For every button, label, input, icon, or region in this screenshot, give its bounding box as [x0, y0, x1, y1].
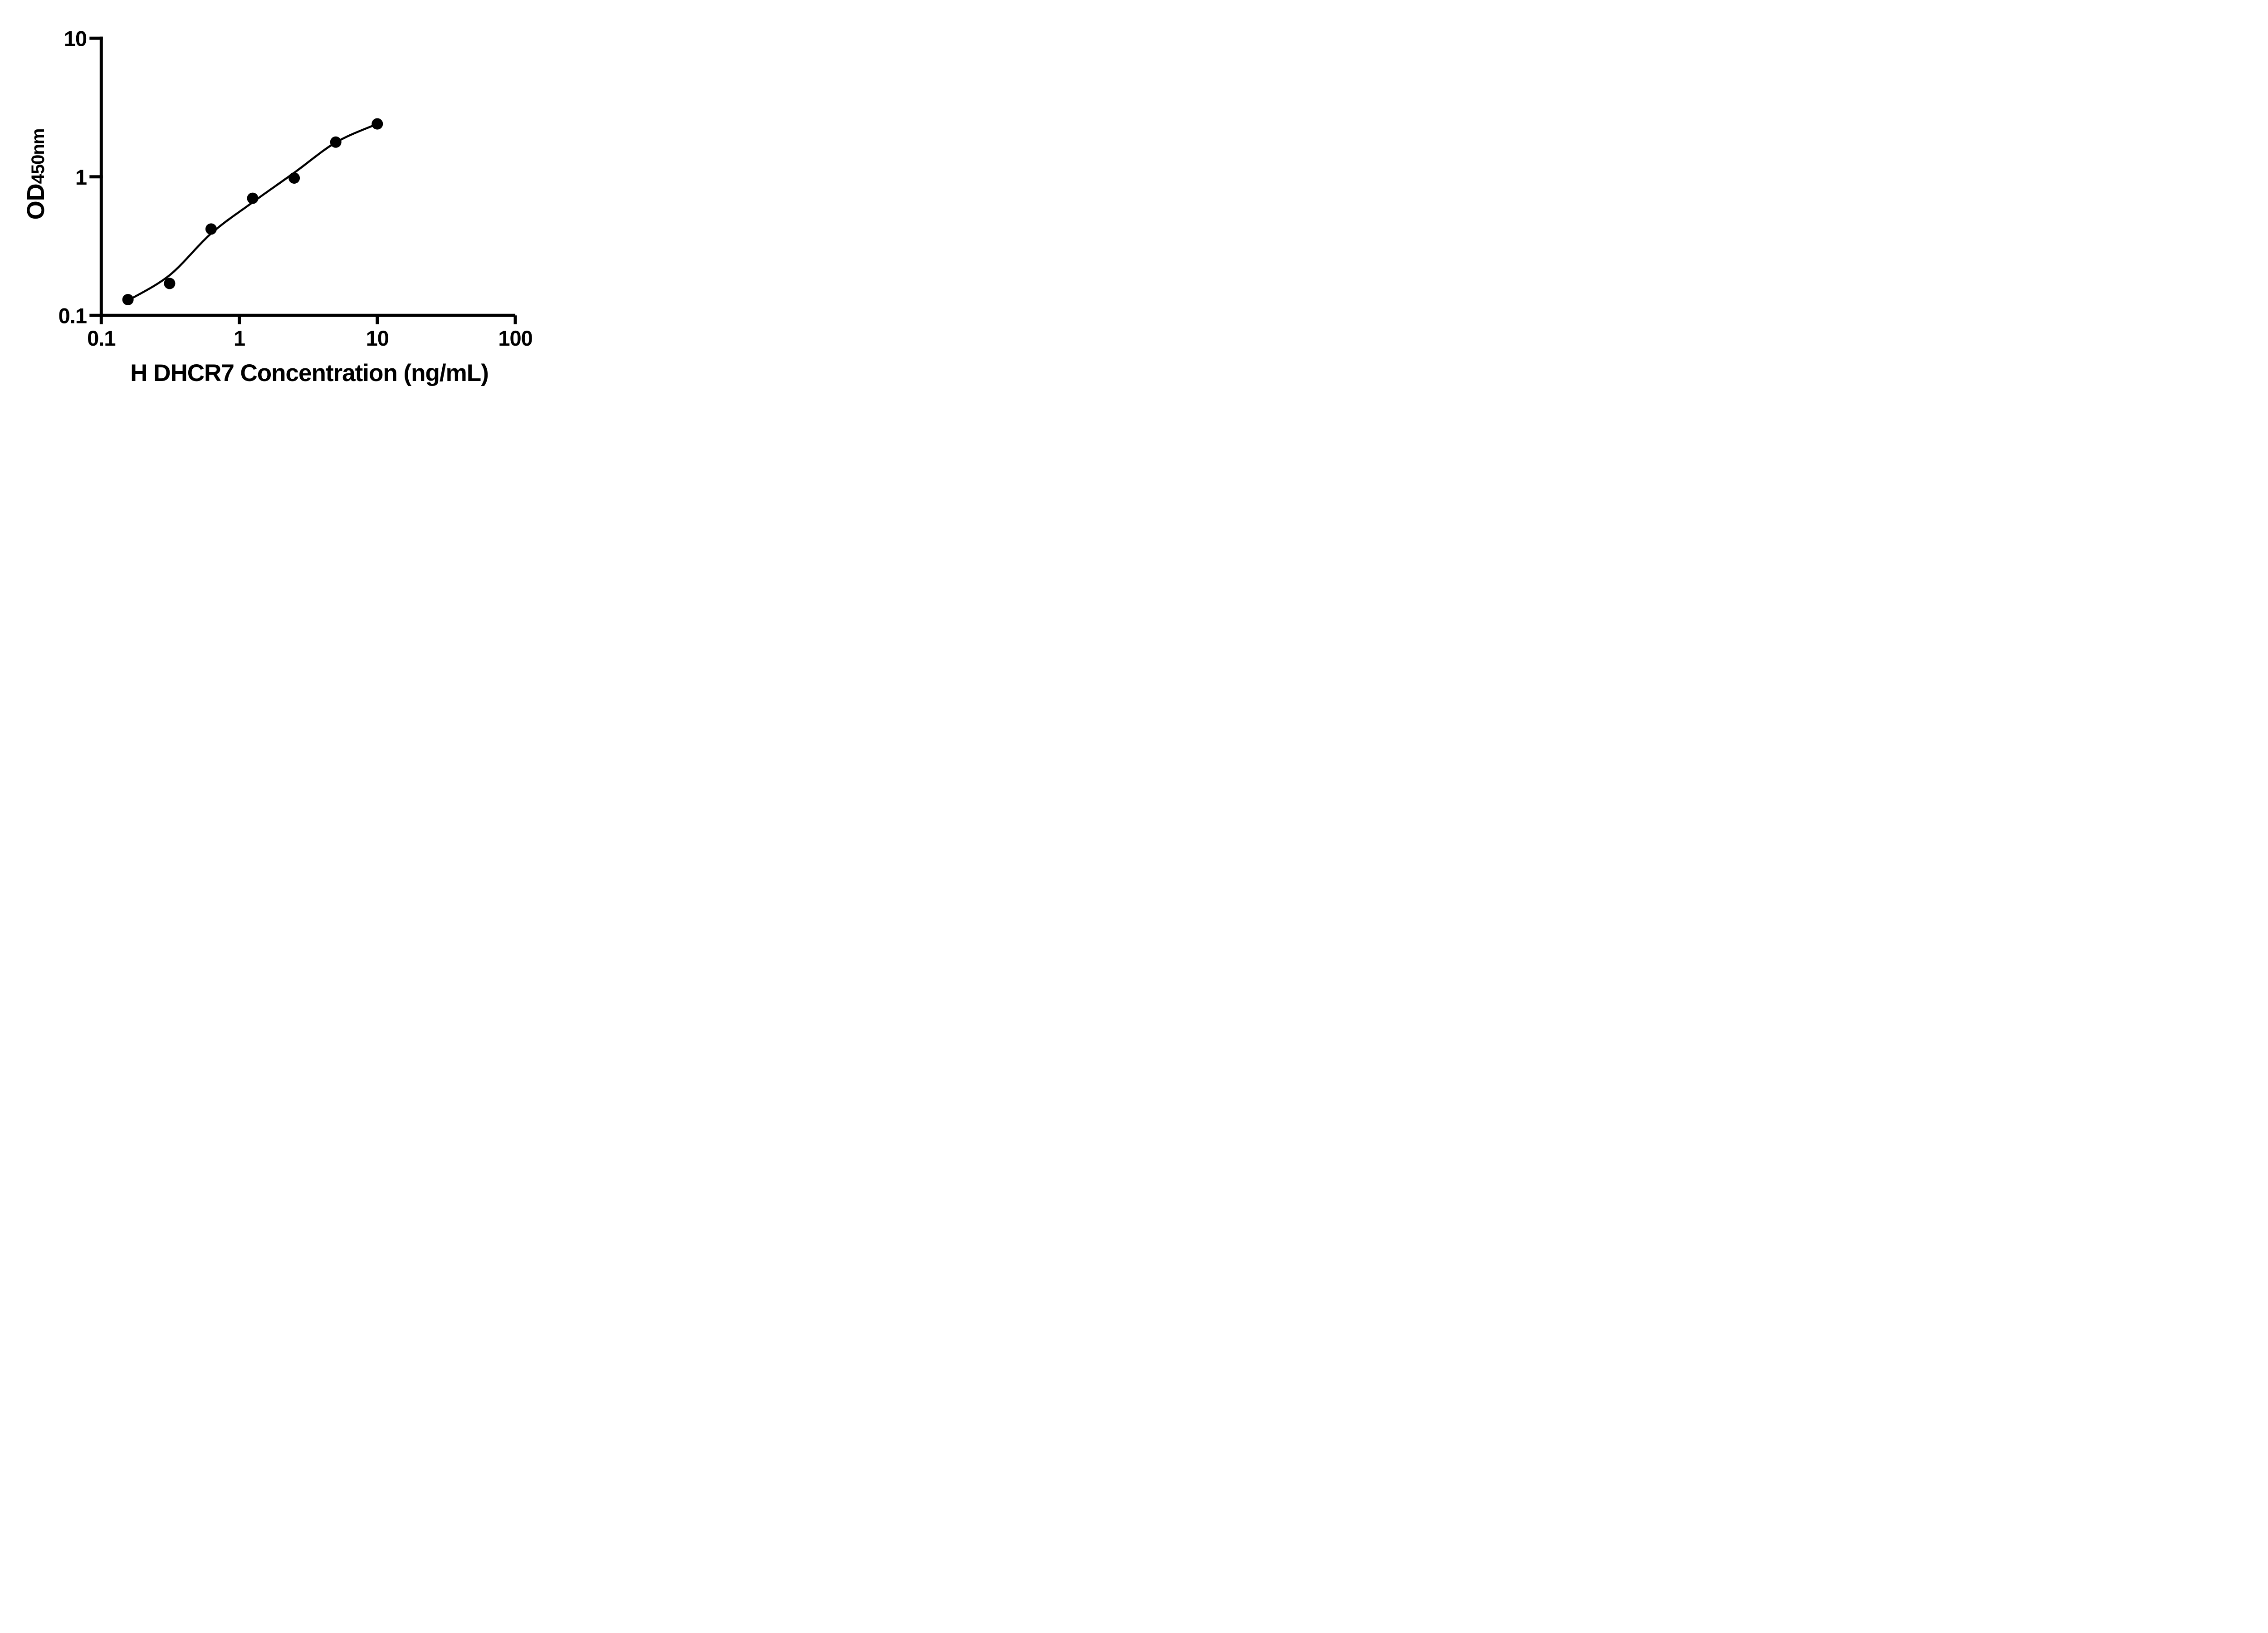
y-tick-label: 10: [64, 26, 87, 50]
x-axis-title: H DHCR7 Concentration (ng/mL): [130, 360, 489, 386]
axes: [99, 36, 516, 317]
y-tick-label: 0.1: [59, 303, 87, 328]
data-point: [330, 136, 342, 148]
y-tick-label: 1: [75, 165, 87, 189]
y-axis-title: OD450nm: [22, 129, 49, 220]
chart-canvas: 10 1 0.10.1 1 10 100 H DHCR7 Concentration (n…: [22, 26, 533, 386]
fit-curve: [127, 122, 379, 302]
tick-labels: 10 1 0.10.1 1 10 100: [59, 26, 533, 350]
data-point: [247, 192, 259, 204]
x-tick-label: 0.1: [87, 326, 115, 350]
y-axis-title-subscript: 450nm: [28, 129, 48, 184]
elisa-standard-curve-figure: 10 1 0.1 0.1 1 10 100 H DHCR7 Concentration (n…: [0, 0, 572, 408]
data-points: [122, 118, 383, 305]
x-tick-label: 100: [498, 326, 532, 350]
data-point: [205, 223, 217, 235]
data-point: [288, 172, 300, 184]
data-point: [164, 278, 176, 289]
data-point: [122, 294, 134, 305]
data-point: [371, 118, 383, 130]
y-axis-title-base: OD: [22, 184, 49, 220]
ticks: [89, 36, 517, 324]
x-tick-label: 1: [234, 326, 245, 350]
axis-frame: [99, 36, 516, 317]
x-tick-label: 10: [366, 326, 389, 350]
